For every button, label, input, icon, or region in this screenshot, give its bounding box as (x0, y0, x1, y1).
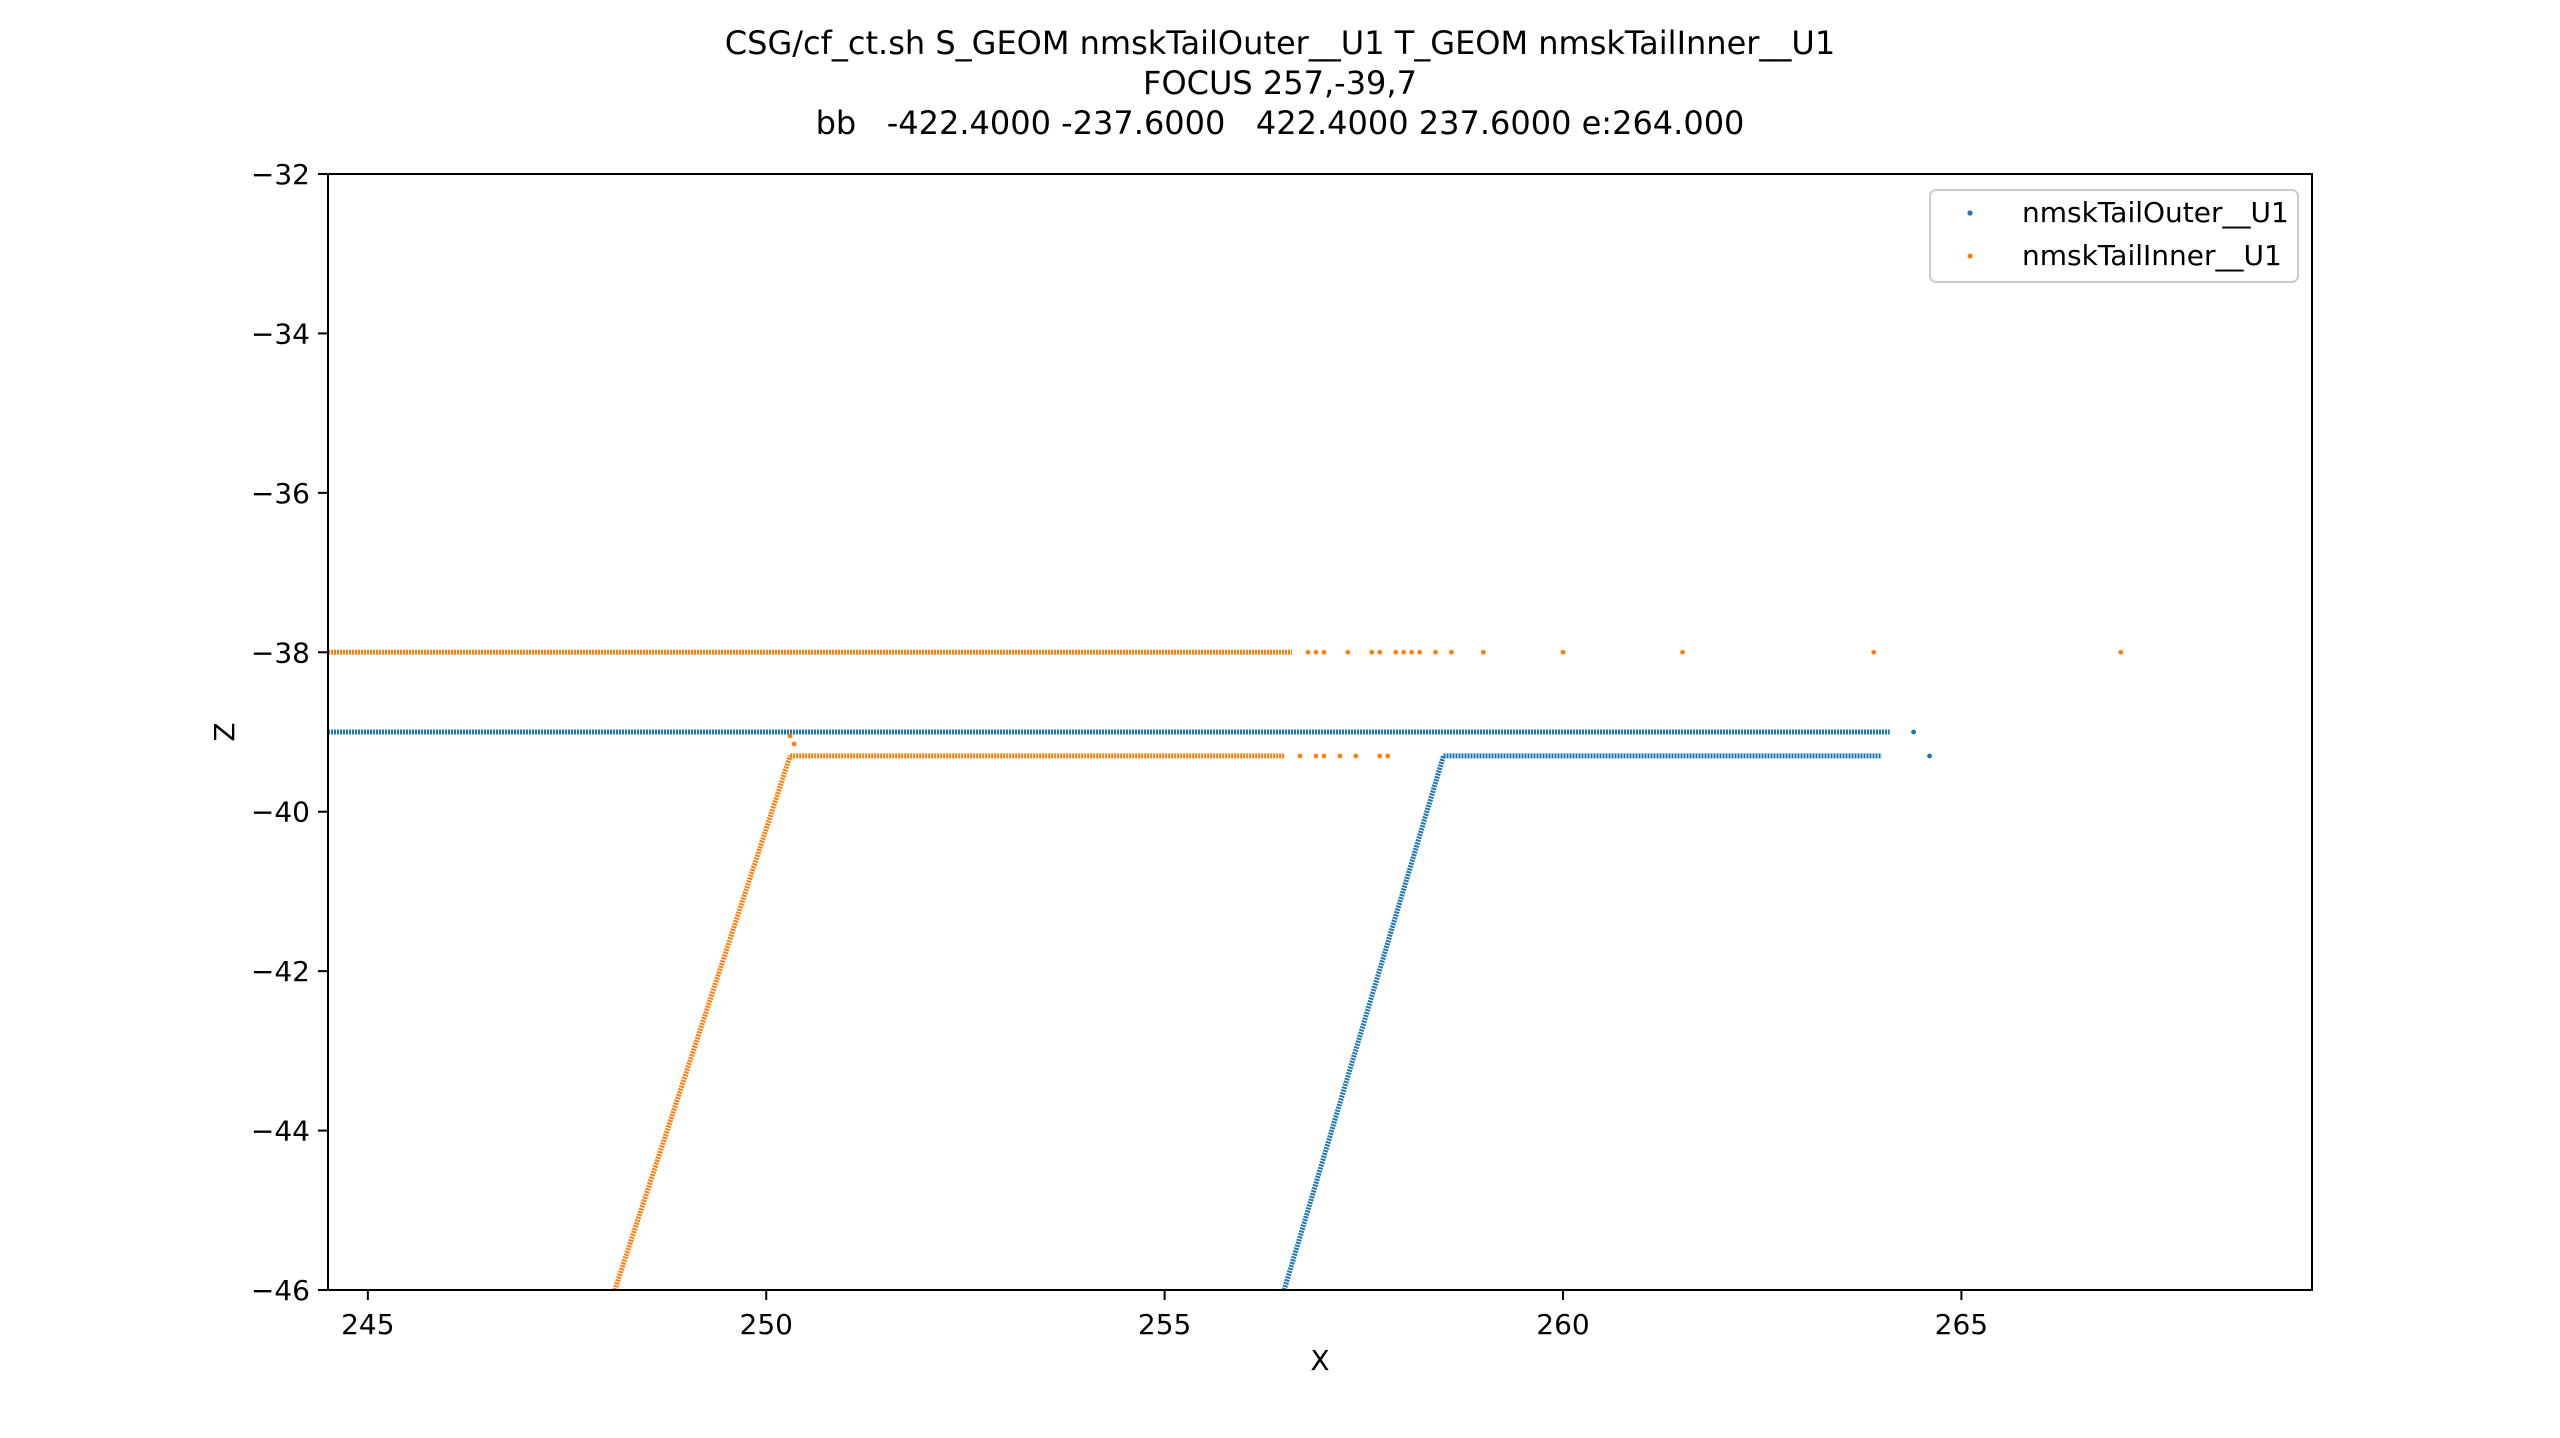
axes-frame (327, 173, 2313, 1291)
y-tick-label: −46 (251, 1274, 310, 1307)
series-2-data-point (1377, 649, 1383, 655)
series-2-data-point (1409, 649, 1415, 655)
series-2-data-point (791, 741, 797, 747)
series-2-data-point (1401, 649, 1407, 655)
y-tick-label: −34 (251, 317, 310, 350)
legend-marker-series-2 (1967, 253, 1973, 259)
plot-area (328, 649, 2124, 1291)
y-tick-label: −42 (251, 955, 310, 988)
chart-title-line-3: bb -422.4000 -237.6000 422.4000 237.6000… (816, 104, 1745, 142)
series-1 (328, 729, 1932, 1291)
x-tick-label: 245 (341, 1308, 394, 1341)
series-1-point-band-2 (1281, 755, 1446, 1291)
series-2-data-point (1297, 753, 1303, 759)
series-2-point-band-2 (612, 755, 793, 1291)
series-2-data-point (1321, 753, 1327, 759)
chart-title-line-2: FOCUS 257,-39,7 (1143, 64, 1417, 102)
legend: nmskTailOuter__U1 nmskTailInner__U1 (1929, 189, 2299, 283)
y-tick-label: −36 (251, 477, 310, 510)
y-axis-ticks: −32 −34 −36 −38 −40 −42 −44 −46 (251, 158, 328, 1307)
series-2-data-point (1313, 649, 1319, 655)
x-tick-label: 255 (1138, 1308, 1191, 1341)
series-2-data-point (1560, 649, 1566, 655)
series-2-data-point (1480, 649, 1486, 655)
chart-title-line-1: CSG/cf_ct.sh S_GEOM nmskTailOuter__U1 T_… (725, 24, 1835, 62)
series-2-data-point (787, 733, 793, 739)
series-2-data-point (1353, 753, 1359, 759)
x-axis-ticks: 245 250 255 260 265 (341, 1290, 1988, 1341)
series-2-data-point (1871, 649, 1877, 655)
legend-label-series-2: nmskTailInner__U1 (2022, 239, 2282, 272)
series-2-data-point (1321, 649, 1327, 655)
x-tick-label: 265 (1935, 1308, 1988, 1341)
series-2-data-point (1369, 649, 1375, 655)
series-2-data-point (1385, 753, 1391, 759)
series-2-data-point (1393, 649, 1399, 655)
series-2-data-point (1337, 753, 1343, 759)
series-2-data-point (1680, 649, 1685, 655)
y-tick-label: −32 (251, 158, 310, 191)
series-2 (328, 649, 2124, 1291)
y-tick-label: −44 (251, 1115, 310, 1148)
series-2-data-point (1377, 753, 1383, 759)
legend-box (1929, 189, 2299, 283)
series-2-data-point (1345, 649, 1351, 655)
x-axis-label: X (1310, 1344, 1329, 1377)
x-tick-label: 260 (1536, 1308, 1589, 1341)
series-2-data-point (1417, 649, 1422, 655)
series-2-data-point (1305, 649, 1311, 655)
legend-label-series-1: nmskTailOuter__U1 (2022, 196, 2289, 229)
series-2-data-point (1313, 753, 1319, 759)
legend-marker-series-1 (1967, 210, 1973, 216)
y-tick-label: −40 (251, 796, 310, 829)
series-2-data-point (1449, 649, 1454, 655)
series-1-data-point (1911, 729, 1917, 735)
y-tick-label: −38 (251, 636, 310, 669)
series-2-data-point (2118, 649, 2124, 655)
series-1-data-point (1927, 753, 1932, 759)
chart-title: CSG/cf_ct.sh S_GEOM nmskTailOuter__U1 T_… (725, 24, 1835, 142)
y-axis-label: Z (208, 722, 241, 741)
x-tick-label: 250 (740, 1308, 793, 1341)
series-2-data-point (1433, 649, 1438, 655)
